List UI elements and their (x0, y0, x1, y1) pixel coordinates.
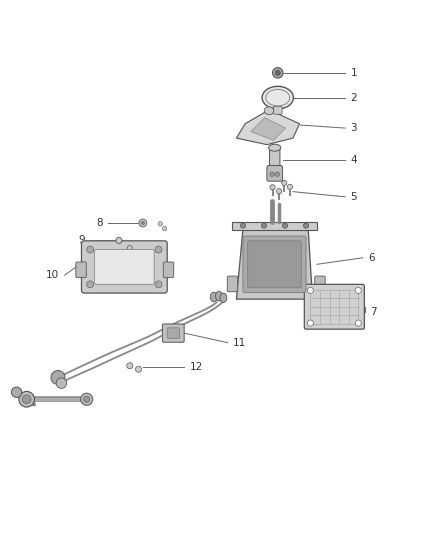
Ellipse shape (220, 293, 227, 303)
Circle shape (136, 252, 141, 257)
Circle shape (56, 378, 67, 389)
Circle shape (155, 246, 162, 253)
Circle shape (283, 223, 288, 228)
Circle shape (116, 237, 122, 244)
FancyBboxPatch shape (267, 166, 283, 181)
Circle shape (135, 366, 141, 372)
Polygon shape (237, 230, 313, 299)
FancyBboxPatch shape (162, 324, 184, 342)
Circle shape (127, 246, 132, 251)
Circle shape (51, 370, 65, 384)
Text: 11: 11 (233, 338, 246, 348)
Ellipse shape (215, 292, 223, 301)
Circle shape (304, 223, 309, 228)
Circle shape (275, 70, 280, 76)
Circle shape (127, 362, 133, 369)
FancyBboxPatch shape (81, 241, 167, 293)
Circle shape (84, 396, 90, 402)
FancyBboxPatch shape (243, 236, 306, 293)
Ellipse shape (210, 292, 217, 302)
Circle shape (270, 184, 275, 190)
Circle shape (11, 387, 22, 398)
Text: 12: 12 (189, 362, 203, 373)
Circle shape (355, 287, 361, 294)
Text: 10: 10 (46, 270, 59, 280)
Polygon shape (237, 110, 300, 144)
FancyBboxPatch shape (248, 241, 301, 288)
Circle shape (261, 223, 267, 228)
Circle shape (141, 221, 145, 225)
Circle shape (87, 281, 94, 288)
FancyBboxPatch shape (76, 262, 86, 278)
FancyBboxPatch shape (269, 146, 280, 170)
FancyBboxPatch shape (315, 276, 325, 292)
Text: 8: 8 (96, 218, 103, 228)
FancyBboxPatch shape (273, 107, 282, 114)
Circle shape (275, 172, 279, 176)
FancyBboxPatch shape (95, 249, 154, 284)
Circle shape (240, 223, 246, 228)
Circle shape (139, 219, 147, 227)
FancyBboxPatch shape (304, 284, 364, 329)
Text: 6: 6 (368, 253, 374, 263)
Ellipse shape (262, 86, 293, 109)
Circle shape (158, 222, 162, 226)
Text: 5: 5 (350, 192, 357, 202)
Text: 9: 9 (79, 236, 85, 245)
Circle shape (307, 287, 314, 294)
Circle shape (22, 395, 31, 403)
Circle shape (307, 320, 314, 326)
Circle shape (81, 393, 93, 405)
Ellipse shape (268, 144, 281, 151)
Polygon shape (251, 118, 286, 140)
Circle shape (162, 227, 167, 231)
Polygon shape (232, 222, 317, 230)
Circle shape (282, 180, 287, 185)
Circle shape (355, 320, 361, 326)
FancyBboxPatch shape (167, 328, 180, 338)
Text: 1: 1 (350, 68, 357, 78)
FancyBboxPatch shape (163, 262, 174, 278)
Text: 3: 3 (350, 123, 357, 133)
Circle shape (87, 246, 94, 253)
Text: 2: 2 (350, 93, 357, 103)
Circle shape (272, 68, 283, 78)
Circle shape (270, 172, 274, 176)
Circle shape (155, 281, 162, 288)
Circle shape (287, 184, 293, 189)
Text: 7: 7 (370, 307, 377, 317)
Text: 4: 4 (350, 155, 357, 165)
Ellipse shape (264, 107, 274, 115)
Circle shape (19, 391, 35, 407)
FancyBboxPatch shape (227, 276, 238, 292)
Circle shape (276, 189, 282, 194)
